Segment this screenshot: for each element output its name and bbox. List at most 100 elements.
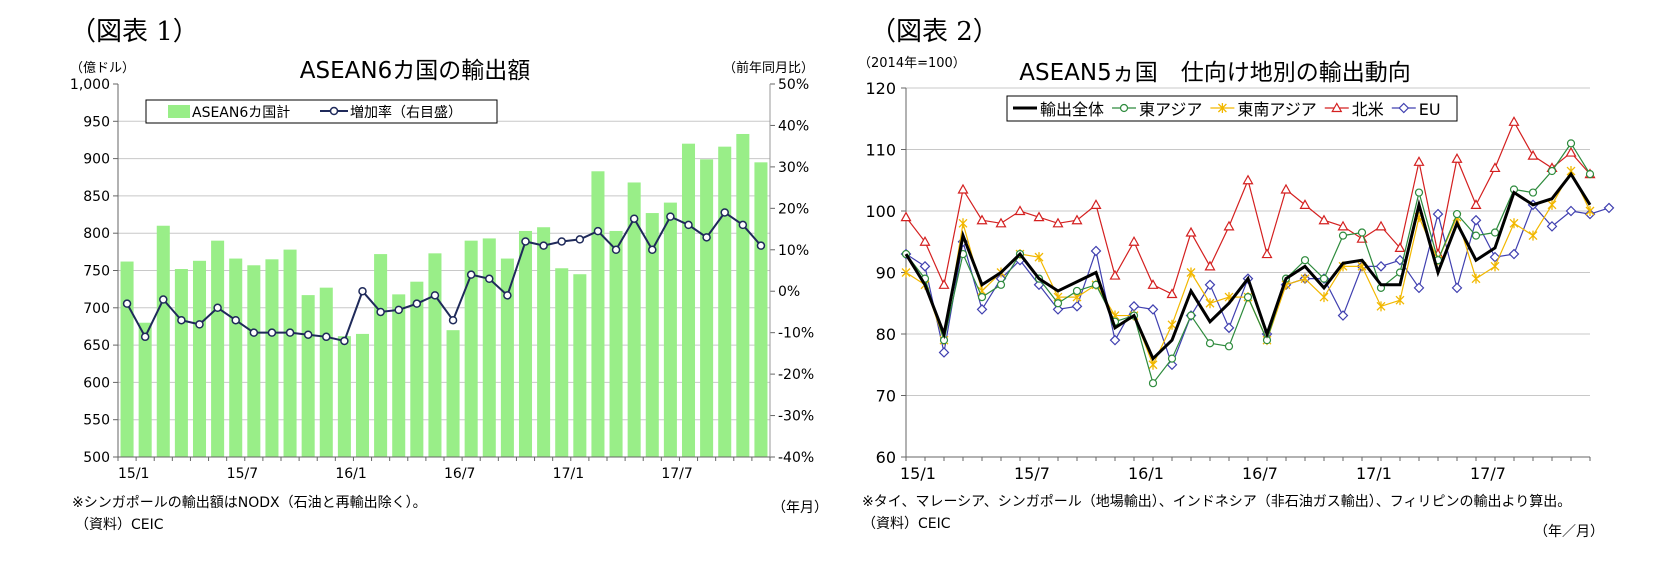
chart1-growth-point [648,245,657,255]
chart2-y-axis-label: （2014年=100） [858,56,966,71]
chart2-series-point [995,217,1007,228]
chart1-bar [718,146,732,457]
chart1-y2-tick-label: 30% [778,160,809,176]
chart1-bar [663,202,677,457]
chart1-growth-point [231,315,240,325]
chart1-y-tick-label: 950 [83,114,110,130]
chart1-bar [537,227,551,457]
chart1-growth-point [177,315,186,325]
chart2-series-point [1204,279,1216,291]
chart2-series-point [1452,209,1462,219]
chart2-series-point [1052,217,1064,228]
chart1-bar [410,281,424,457]
chart2-series-point [1147,279,1159,289]
chart1-growth-point [249,328,259,337]
chart2-series-point [900,211,912,222]
chart2-series-point [1451,153,1463,163]
chart2-title: ASEAN5ヵ国 仕向け地別の輸出動向 [1019,60,1410,86]
chart1-growth-point [159,295,168,304]
chart2-series-point [1109,269,1121,280]
chart2-series-point [1528,188,1538,197]
chart1-growth-point [412,299,422,308]
chart1-y2-tick-label: -20% [778,367,814,383]
chart2-series-point [1090,245,1102,257]
chart1-y-tick-label: 850 [83,189,110,205]
chart1-bar [573,274,587,457]
chart2-legend-label: 輸出全体 [1040,100,1104,119]
chart1-x-tick-label: 15/1 [118,466,149,482]
chart2-series-point [1148,379,1158,388]
chart2-x-tick-label: 17/1 [1356,464,1392,483]
chart1-bar [211,240,225,457]
chart2-series-point [1319,274,1329,283]
chart1-growth-point [503,291,512,300]
chart2-series-point [1186,311,1196,320]
chart2-legend-marker [1217,103,1227,113]
chart2-series-point [1547,166,1557,176]
chart1-growth-point [539,241,548,250]
chart1-legend: ASEAN6カ国計 増加率（右目盛） [145,99,498,124]
chart2-series-point [1280,183,1292,194]
chart1-bar [681,143,696,457]
chart2-legend-label: 北米 [1352,100,1384,119]
chart2-series-point [1489,162,1501,173]
chart1-growth-point [195,320,204,329]
chart2-series-point [1451,282,1463,294]
chart2-series-line [905,203,1610,367]
chart2-series-point [1148,359,1158,370]
chart2-series-point [1565,146,1577,157]
chart1-y2-tick-label: 40% [778,118,809,134]
chart2-series-point [1318,214,1330,225]
chart1-x-tick-label: 16/1 [335,466,366,482]
chart1-bar [156,225,170,457]
chart2-series-point [1528,230,1538,241]
chart1-bar [700,159,714,457]
chart2-series-point [1109,334,1121,346]
chart1-bar [464,240,478,457]
chart1-bar [555,268,569,457]
chart1-y-tick-label: 600 [83,375,110,391]
chart2-series-point [1299,199,1311,209]
chart2-series-point [1052,304,1064,315]
chart1-growth-point [303,330,313,339]
chart1-growth-point [140,332,150,342]
chart1-growth-point [521,237,530,246]
chart2-series-point [1547,199,1557,210]
chart2-series-point [1508,116,1520,126]
chart2-series-point [1034,252,1044,263]
chart2-series-point [938,347,950,358]
chart2-series-point [1566,139,1576,148]
chart1-bar [609,230,623,457]
chart1-growth-point [629,214,639,223]
chart1-legend-bar-swatch [168,105,190,118]
chart1-y-tick-label: 900 [83,152,110,168]
chart2-series-point [1509,218,1519,229]
chart1-x-tick-label: 17/7 [661,466,692,482]
chart2-series-point [1546,221,1558,232]
chart2-series-point [1585,170,1595,179]
chart2-series-point [976,304,988,315]
chart1-title: ASEAN6カ国の輸出額 [300,58,530,84]
chart1-bar [392,294,406,457]
chart1-y-tick-label: 700 [83,301,110,317]
chart2-series-point [1470,199,1482,209]
chart1-legend-line-marker [329,106,339,116]
chart1-growth-point [448,315,458,325]
chart2-series-point [1071,300,1083,312]
chart1-bar [627,182,641,458]
chart2-series-point [1565,205,1577,217]
chart1-y-axis-label: （億ドル） [70,60,135,76]
chart1-bar [283,249,297,457]
chart2-series-point [1300,256,1310,265]
chart2-series-point [1167,319,1177,330]
chart1-bar [482,238,496,457]
chart2-legend-label: EU [1419,100,1441,119]
chart1-bar [645,213,659,457]
chart2-series-point [1508,248,1520,260]
chart2-series-point [1090,199,1102,209]
chart1-growth-point [666,212,675,221]
chart1-growth-point [430,291,440,300]
chart1-growth-point [738,220,748,230]
chart2-legend-marker [1331,102,1343,113]
chart1-bar [337,336,351,457]
